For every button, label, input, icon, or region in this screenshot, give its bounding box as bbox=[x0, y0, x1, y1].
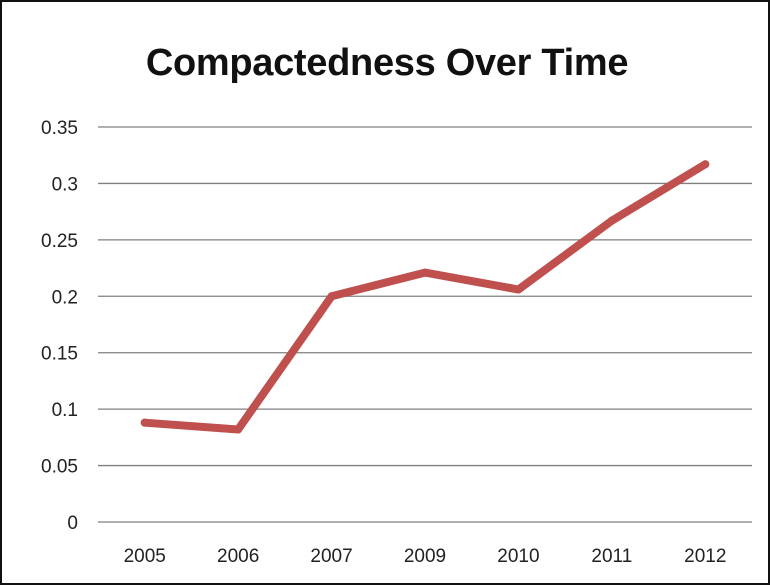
x-tick-label: 2012 bbox=[684, 546, 726, 567]
y-tick-label: 0.15 bbox=[41, 344, 78, 365]
data-point bbox=[140, 418, 149, 427]
x-axis-tick-labels: 2005 2006 2007 2009 2010 2011 2012 bbox=[124, 546, 727, 567]
series-layer bbox=[140, 160, 710, 434]
y-tick-label: 0.05 bbox=[41, 457, 78, 478]
y-axis-tick-labels: 0 0.05 0.1 0.15 0.2 0.25 0.3 0.35 bbox=[41, 118, 78, 534]
y-tick-label: 0.2 bbox=[52, 287, 78, 308]
y-tick-label: 0 bbox=[67, 513, 78, 534]
data-point bbox=[234, 425, 243, 434]
data-point bbox=[514, 285, 523, 294]
data-point bbox=[327, 292, 336, 301]
chart-title: Compactedness Over Time bbox=[145, 42, 629, 84]
data-point bbox=[421, 268, 429, 277]
x-tick-label: 2009 bbox=[404, 546, 446, 567]
y-tick-label: 0.3 bbox=[52, 174, 78, 195]
y-tick-label: 0.25 bbox=[41, 231, 78, 252]
y-tick-label: 0.35 bbox=[41, 118, 78, 139]
data-point bbox=[607, 216, 616, 225]
x-tick-label: 2007 bbox=[310, 546, 352, 567]
y-tick-label: 0.1 bbox=[52, 400, 78, 421]
x-tick-label: 2006 bbox=[217, 546, 259, 567]
x-tick-label: 2005 bbox=[124, 546, 166, 567]
x-tick-label: 2010 bbox=[497, 546, 539, 567]
x-tick-label: 2011 bbox=[591, 546, 632, 567]
data-point bbox=[701, 160, 710, 169]
gridlines bbox=[98, 126, 752, 523]
